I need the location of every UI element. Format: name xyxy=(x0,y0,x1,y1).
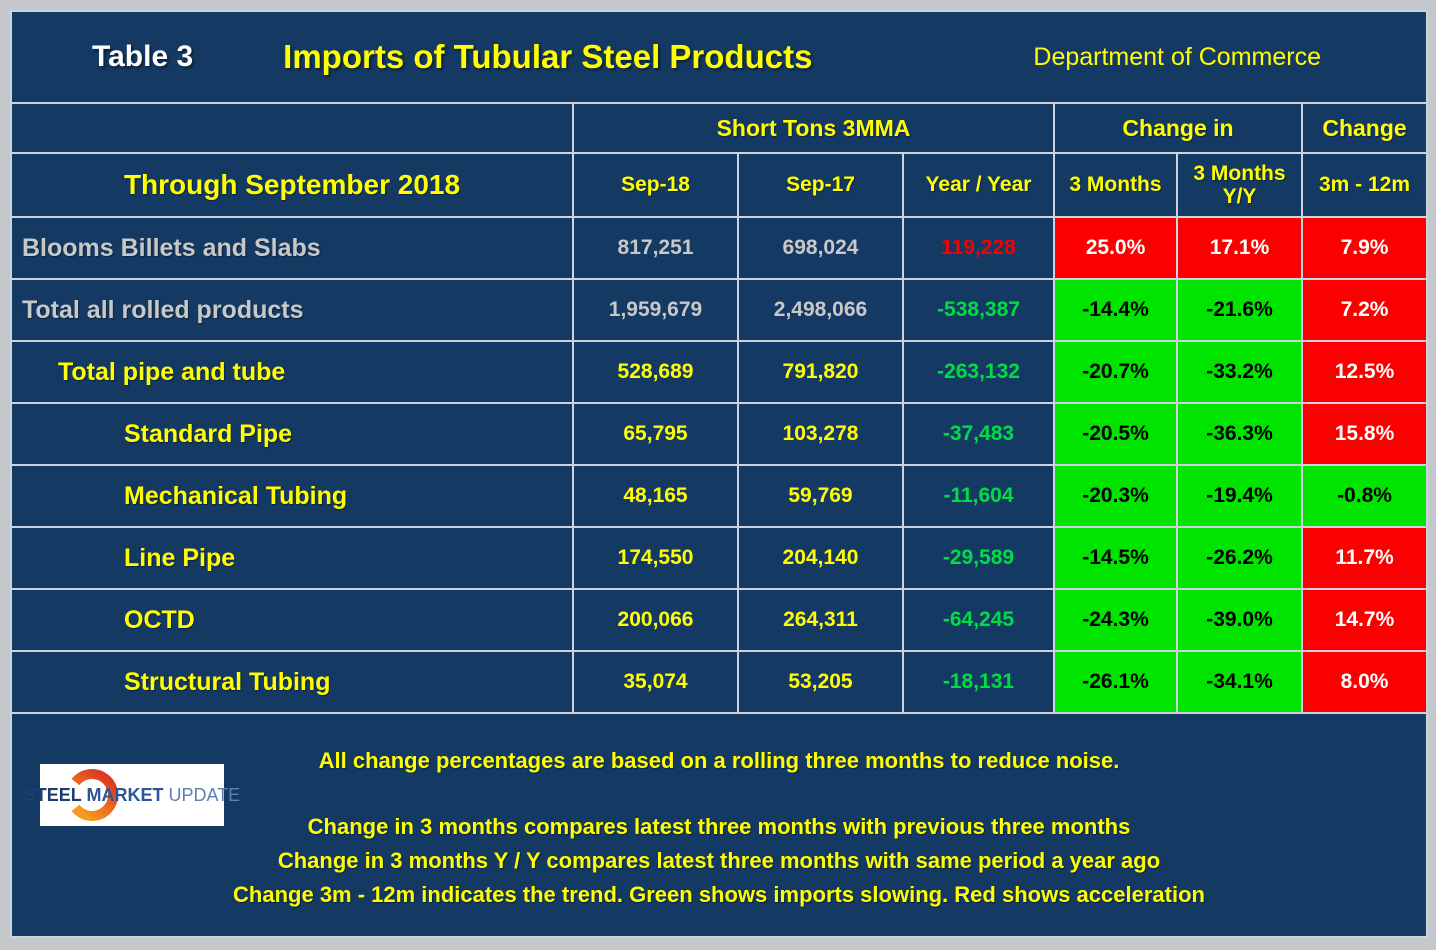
cell-year-year: -29,589 xyxy=(904,528,1053,588)
header-col-3-months-yy-line1: 3 Months xyxy=(1193,161,1286,185)
cell-change-3m-yy: -39.0% xyxy=(1178,590,1301,650)
footnote-line: All change percentages are based on a ro… xyxy=(318,748,1120,773)
header-empty-cell xyxy=(12,104,572,152)
footnote-line: Change in 3 months Y / Y compares latest… xyxy=(277,848,1161,873)
cell-sep17: 791,820 xyxy=(739,342,902,402)
header-group-short-tons: Short Tons 3MMA xyxy=(574,104,1053,152)
imports-table: Table 3 Imports of Tubular Steel Product… xyxy=(10,10,1428,938)
header-col-3-months: 3 Months xyxy=(1055,154,1176,216)
footer-band: STEEL MARKET UPDATE All change percentag… xyxy=(12,714,1426,936)
cell-year-year: 119,228 xyxy=(904,218,1053,278)
cell-change-3m-12m: -0.8% xyxy=(1303,466,1426,526)
cell-change-3m-12m: 14.7% xyxy=(1303,590,1426,650)
cell-year-year: -538,387 xyxy=(904,280,1053,340)
cell-year-year: -37,483 xyxy=(904,404,1053,464)
cell-sep17: 59,769 xyxy=(739,466,902,526)
footnotes: All change percentages are based on a ro… xyxy=(12,714,1426,912)
cell-sep18: 817,251 xyxy=(574,218,737,278)
cell-sep18: 35,074 xyxy=(574,652,737,712)
cell-year-year: -263,132 xyxy=(904,342,1053,402)
cell-change-3m: -20.3% xyxy=(1055,466,1176,526)
row-label: Line Pipe xyxy=(12,528,572,588)
data-source-label: Department of Commerce xyxy=(1033,42,1321,71)
cell-sep18: 528,689 xyxy=(574,342,737,402)
cell-change-3m-yy: -34.1% xyxy=(1178,652,1301,712)
cell-sep18: 1,959,679 xyxy=(574,280,737,340)
table-frame: Table 3 Imports of Tubular Steel Product… xyxy=(10,10,1428,938)
row-label: Blooms Billets and Slabs xyxy=(12,218,572,278)
cell-change-3m-12m: 12.5% xyxy=(1303,342,1426,402)
header-col-3-months-yy-line2: Y/Y xyxy=(1222,185,1257,208)
cell-change-3m-12m: 11.7% xyxy=(1303,528,1426,588)
cell-change-3m: -20.7% xyxy=(1055,342,1176,402)
cell-sep17: 264,311 xyxy=(739,590,902,650)
page-title: Imports of Tubular Steel Products xyxy=(283,38,813,75)
cell-change-3m-12m: 8.0% xyxy=(1303,652,1426,712)
cell-sep17: 698,024 xyxy=(739,218,902,278)
cell-sep18: 200,066 xyxy=(574,590,737,650)
logo-word-update: UPDATE xyxy=(168,784,241,805)
smu-logo: STEEL MARKET UPDATE xyxy=(24,764,240,826)
header-col-3-months-yy: 3 Months Y/Y xyxy=(1178,154,1301,216)
row-label: Total all rolled products xyxy=(12,280,572,340)
cell-change-3m: -14.5% xyxy=(1055,528,1176,588)
header-col-3m-12m: 3m - 12m xyxy=(1303,154,1426,216)
header-group-change-in: Change in xyxy=(1055,104,1301,152)
header-col-sep17: Sep-17 xyxy=(739,154,902,216)
row-label: OCTD xyxy=(12,590,572,650)
cell-change-3m: -20.5% xyxy=(1055,404,1176,464)
row-label: Structural Tubing xyxy=(12,652,572,712)
cell-change-3m-yy: -21.6% xyxy=(1178,280,1301,340)
footnote-line: Change 3m - 12m indicates the trend. Gre… xyxy=(233,882,1205,907)
cell-change-3m-yy: -19.4% xyxy=(1178,466,1301,526)
cell-sep17: 103,278 xyxy=(739,404,902,464)
cell-change-3m: -24.3% xyxy=(1055,590,1176,650)
cell-change-3m-yy: -36.3% xyxy=(1178,404,1301,464)
cell-year-year: -11,604 xyxy=(904,466,1053,526)
cell-change-3m-yy: -26.2% xyxy=(1178,528,1301,588)
cell-change-3m-yy: -33.2% xyxy=(1178,342,1301,402)
cell-change-3m: 25.0% xyxy=(1055,218,1176,278)
cell-sep17: 204,140 xyxy=(739,528,902,588)
cell-sep17: 53,205 xyxy=(739,652,902,712)
logo-text: STEEL MARKET UPDATE xyxy=(24,785,240,806)
header-group-change: Change xyxy=(1303,104,1426,152)
logo-word-market: MARKET xyxy=(86,784,164,805)
cell-sep18: 48,165 xyxy=(574,466,737,526)
table-number-label: Table 3 xyxy=(92,40,194,73)
row-label: Mechanical Tubing xyxy=(12,466,572,526)
cell-year-year: -18,131 xyxy=(904,652,1053,712)
cell-change-3m-yy: 17.1% xyxy=(1178,218,1301,278)
footnote-line: Change in 3 months compares latest three… xyxy=(307,814,1131,839)
row-label: Standard Pipe xyxy=(12,404,572,464)
cell-change-3m-12m: 7.9% xyxy=(1303,218,1426,278)
cell-change-3m-12m: 7.2% xyxy=(1303,280,1426,340)
header-col-year-year: Year / Year xyxy=(904,154,1053,216)
logo-word-steel: STEEL xyxy=(23,784,82,805)
logo-swoosh-icon xyxy=(66,769,118,821)
title-band: Table 3 Imports of Tubular Steel Product… xyxy=(12,12,1426,102)
cell-change-3m-12m: 15.8% xyxy=(1303,404,1426,464)
header-col-sep18: Sep-18 xyxy=(574,154,737,216)
cell-sep18: 65,795 xyxy=(574,404,737,464)
cell-change-3m: -14.4% xyxy=(1055,280,1176,340)
row-label: Total pipe and tube xyxy=(12,342,572,402)
cell-year-year: -64,245 xyxy=(904,590,1053,650)
cell-sep17: 2,498,066 xyxy=(739,280,902,340)
cell-sep18: 174,550 xyxy=(574,528,737,588)
header-period: Through September 2018 xyxy=(12,154,572,216)
cell-change-3m: -26.1% xyxy=(1055,652,1176,712)
